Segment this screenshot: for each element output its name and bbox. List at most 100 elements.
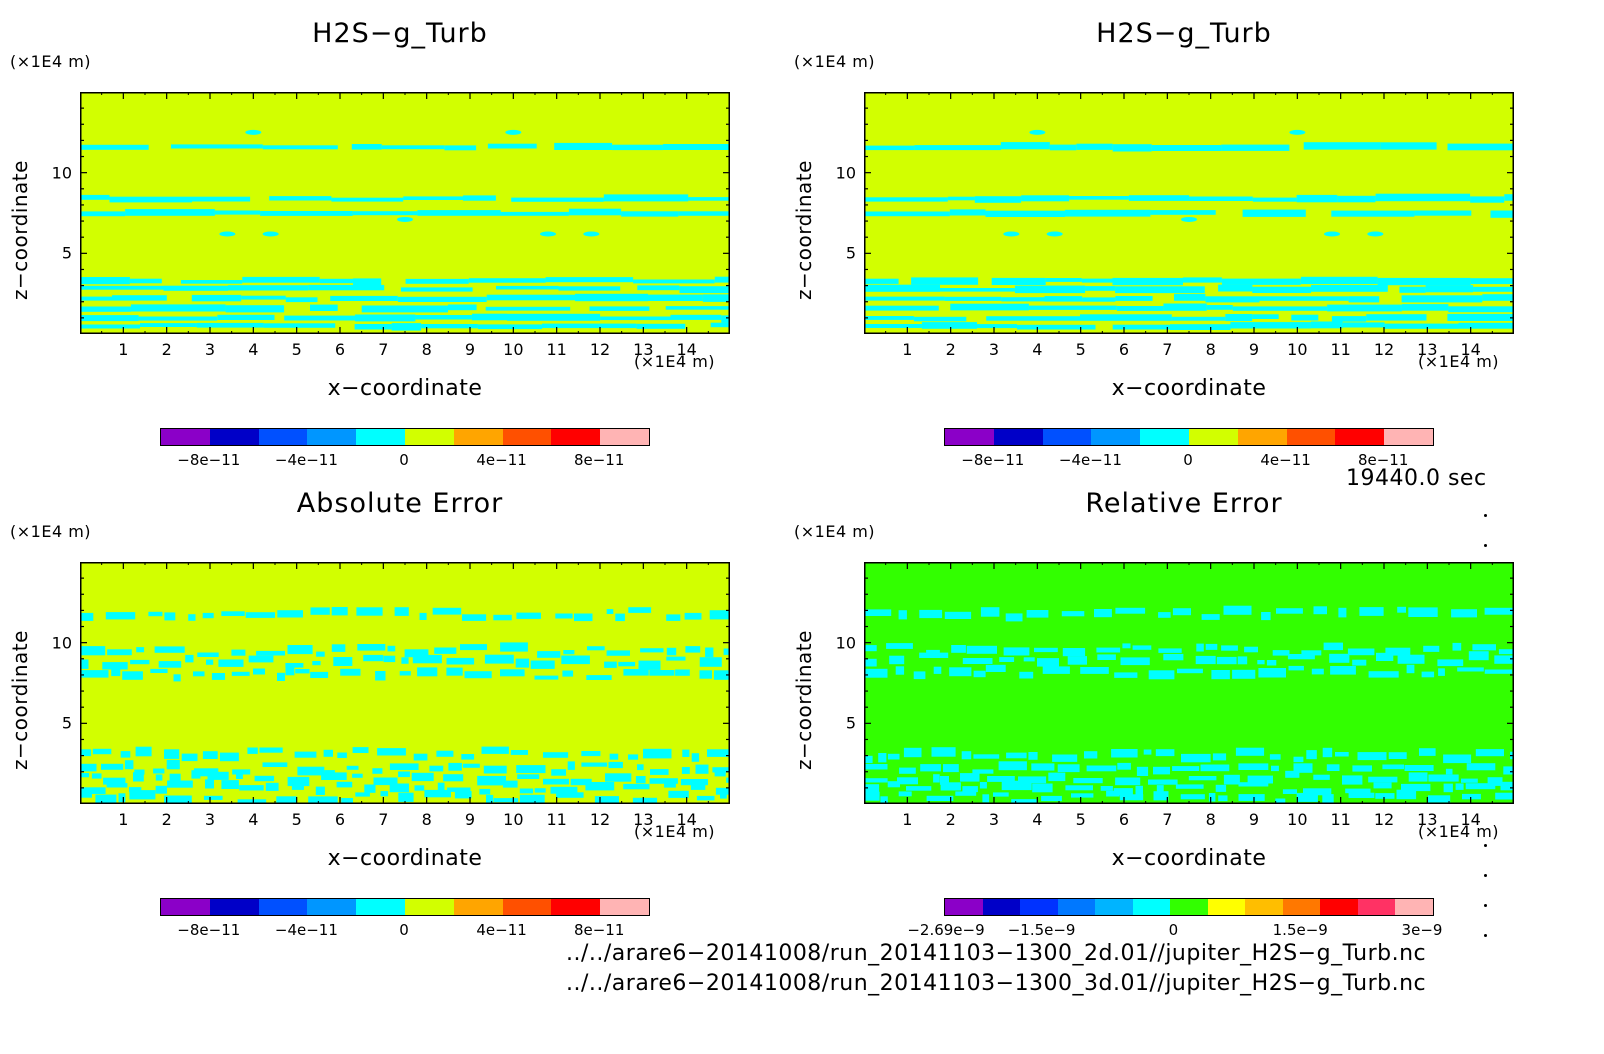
contour-band — [864, 211, 950, 217]
contour-band — [1014, 285, 1086, 294]
contour-band — [398, 771, 410, 778]
contour-band — [1352, 765, 1372, 772]
contour-band — [1019, 671, 1034, 679]
x-tick-label: 9 — [1248, 340, 1260, 359]
contour-band — [206, 659, 214, 665]
contour-band — [726, 777, 730, 783]
heatmap-svg — [864, 562, 1514, 804]
contour-band — [612, 144, 663, 151]
contour-band — [1122, 643, 1131, 649]
colorbar-tick-label: −8e−11 — [177, 451, 241, 469]
contour-band — [260, 211, 353, 216]
contour-blob — [1181, 216, 1197, 222]
contour-band — [1438, 668, 1445, 676]
colorbar-segment — [551, 429, 601, 445]
contour-blob — [540, 231, 556, 237]
contour-band — [112, 295, 167, 301]
contour-band — [460, 644, 487, 651]
contour-band — [479, 788, 491, 795]
contour-band — [684, 612, 702, 620]
x-axis-label: x−coordinate — [327, 846, 483, 871]
contour-band — [1032, 783, 1053, 793]
y-tick-label: 5 — [845, 243, 856, 263]
contour-band — [400, 287, 473, 292]
contour-band — [220, 752, 239, 762]
contour-band — [148, 611, 163, 617]
contour-band — [696, 795, 715, 801]
contour-band — [316, 651, 325, 657]
contour-blob — [505, 129, 522, 135]
contour-band — [1117, 762, 1131, 770]
time-label: 19440.0 sec — [1346, 466, 1487, 491]
x-tick-label: 5 — [1075, 810, 1086, 829]
contour-band — [955, 791, 977, 796]
contour-band — [1242, 209, 1306, 217]
contour-band — [898, 791, 912, 797]
contour-band — [276, 796, 297, 804]
contour-band — [155, 774, 163, 781]
chart-title: Absolute Error — [296, 488, 504, 519]
contour-band — [308, 284, 385, 291]
contour-band — [681, 767, 690, 774]
contour-band — [196, 322, 264, 328]
contour-band — [500, 669, 525, 677]
contour-band — [1470, 196, 1505, 203]
contour-band — [380, 791, 389, 797]
contour-band — [1500, 781, 1514, 791]
contour-band — [1331, 316, 1367, 322]
contour-band — [1311, 285, 1388, 292]
contour-band — [285, 297, 318, 303]
contour-band — [105, 612, 136, 620]
contour-band — [308, 796, 338, 804]
x-tick-label: 4 — [1032, 340, 1043, 359]
colorbar-segment — [209, 429, 259, 445]
contour-band — [1067, 656, 1087, 665]
contour-band — [886, 643, 913, 649]
contour-band — [125, 209, 215, 216]
colorbar-tick-label: 0 — [399, 451, 409, 469]
contour-band — [636, 323, 686, 329]
contour-band — [1455, 783, 1464, 790]
contour-band — [1366, 314, 1427, 321]
contour-band — [1073, 778, 1103, 784]
colorbar — [944, 428, 1434, 446]
contour-band — [1472, 644, 1496, 651]
contour-band — [1357, 752, 1387, 761]
contour-band — [80, 211, 126, 217]
x-tick-label: 12 — [589, 340, 611, 359]
chart-panel: H2S−g_Turb (×1E4 m) z−coordinate (×1E4 m) x−… — [0, 0, 780, 490]
contour-band — [355, 792, 370, 797]
contour-band — [589, 306, 650, 311]
contour-band — [551, 769, 566, 776]
x-tick-label: 3 — [988, 810, 1000, 829]
contour-band — [926, 795, 954, 801]
contour-band — [898, 610, 907, 620]
contour-band — [1428, 774, 1459, 782]
x-unit-label: (×1E4 m) — [1418, 352, 1500, 371]
contour-band — [310, 607, 330, 615]
contour-band — [1151, 145, 1222, 151]
contour-band — [80, 659, 89, 669]
contour-band — [191, 294, 242, 302]
colorbar-segment — [1095, 899, 1133, 915]
chart-panel: Absolute Error (×1E4 m) z−coordinate (×1E4 … — [0, 470, 780, 960]
contour-band — [570, 778, 592, 786]
contour-band — [1081, 278, 1113, 283]
colorbar-tick-label: 0 — [1183, 451, 1193, 469]
contour-band — [419, 612, 427, 620]
contour-blob — [219, 231, 236, 237]
colorbar-segment — [1188, 429, 1238, 445]
colorbar-segment — [1335, 429, 1385, 445]
contour-band — [1238, 763, 1269, 770]
contour-band — [1482, 294, 1514, 301]
colorbar-segment — [1042, 429, 1092, 445]
contour-band — [1462, 793, 1481, 800]
contour-band — [685, 646, 701, 653]
chart-title: H2S−g_Turb — [1096, 18, 1272, 49]
contour-blob — [1029, 129, 1046, 135]
x-tick-label: 4 — [248, 340, 259, 359]
contour-band — [1276, 608, 1303, 614]
x-tick-label: 1 — [902, 810, 913, 829]
contour-band — [225, 305, 285, 313]
contour-band — [1057, 764, 1080, 773]
